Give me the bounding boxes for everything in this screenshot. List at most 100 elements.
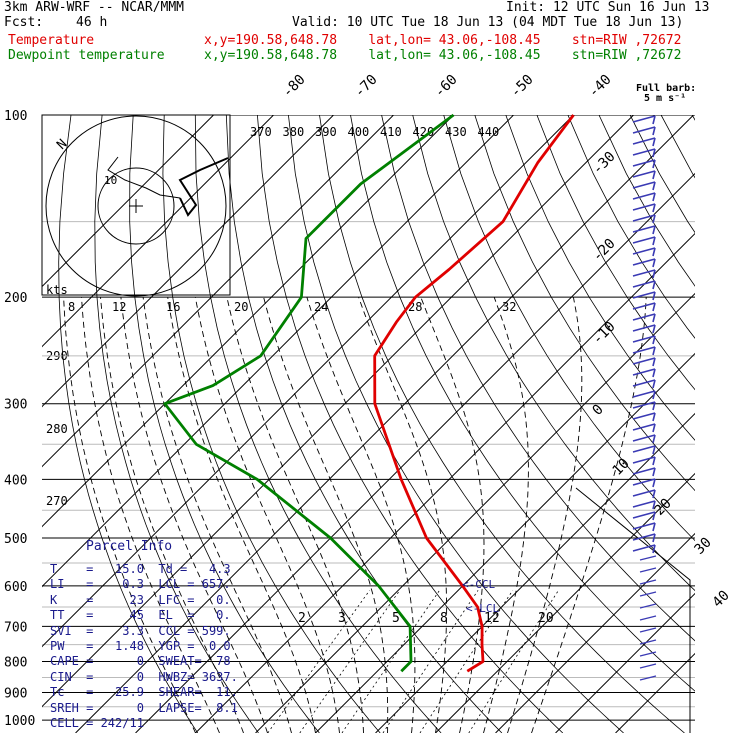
- dry-adiabat-line: [536, 115, 695, 391]
- isotherm-line: [42, 115, 214, 288]
- dry-adiabat-line: [412, 115, 695, 592]
- wind-barb-shaft: [632, 423, 656, 431]
- dry-adiabat-line: [691, 115, 695, 121]
- isotherm-line: [495, 532, 695, 733]
- parcel-info-title: Parcel Info: [86, 539, 173, 554]
- wind-barb-flag: [652, 159, 656, 169]
- moist-adiabat-line: [531, 297, 647, 733]
- wind-barb-flag: [652, 214, 656, 224]
- wind-barb-shaft: [632, 258, 656, 266]
- theta-tick-label: 400: [348, 125, 370, 139]
- theta-tick-label: 430: [445, 125, 467, 139]
- theta-tick-label: 390: [315, 125, 337, 139]
- wind-barb-flag: [652, 533, 656, 543]
- wind-barb-flag: [652, 181, 656, 191]
- theta-tick-label: 380: [283, 125, 305, 139]
- dry-adiabat-line: [94, 115, 259, 733]
- wind-barb-flag: [652, 269, 656, 279]
- wind-barb-flag: [652, 346, 656, 356]
- temperature-tick-label: -60: [432, 72, 461, 101]
- hodograph-units-label: kts: [46, 283, 68, 297]
- theta-e-tick-label: 12: [112, 300, 126, 314]
- parcel-info-row: K = 23 LFC = 0.: [50, 592, 231, 607]
- wind-barb-shaft: [632, 445, 656, 453]
- wind-barb-flag: [652, 236, 656, 246]
- wind-barb-shaft: [632, 478, 656, 486]
- wind-barb-shaft: [632, 247, 656, 255]
- wind-barb-shaft: [632, 137, 656, 145]
- moist-adiabat-line: [483, 297, 529, 733]
- theta-tick-label: 280: [46, 422, 68, 436]
- wind-barb-shaft: [632, 291, 656, 299]
- moist-adiabat-line: [100, 297, 244, 733]
- wind-barb-shaft: [632, 181, 656, 189]
- wind-barb-shaft: [639, 663, 657, 669]
- wind-barb-shaft: [639, 567, 657, 573]
- wind-barb-flag: [652, 335, 656, 345]
- dry-adiabat-line: [660, 115, 695, 179]
- forecast-hours: 46 h: [76, 15, 108, 30]
- temperature-tick-label: -50: [508, 72, 537, 101]
- isotherm-line: [75, 115, 694, 733]
- wind-barb-shaft: [632, 390, 656, 398]
- wind-barb-shaft: [632, 434, 656, 442]
- pressure-tick-label: 900: [4, 686, 27, 701]
- wind-barb-shaft: [632, 313, 656, 321]
- wind-barb-shaft: [632, 236, 656, 244]
- hodograph-ring: [97, 167, 175, 245]
- pressure-tick-label: 400: [4, 473, 27, 488]
- wind-barb-flag: [652, 445, 656, 455]
- wind-barb-shaft: [632, 522, 656, 530]
- temperature-profile: [373, 114, 575, 673]
- wind-barb-shaft: [632, 500, 656, 508]
- temperature-tick-label: -30: [590, 149, 619, 178]
- wind-barb-flag: [652, 203, 656, 213]
- temperature-tick-label: 40: [710, 588, 733, 611]
- wind-barb-shaft: [632, 269, 656, 277]
- wind-barb-flag: [652, 423, 656, 433]
- full-barb-label: Full barb:: [636, 83, 697, 94]
- moist-adiabat-line: [306, 297, 416, 733]
- isotherm-line: [42, 115, 514, 588]
- wind-barb-flag: [652, 247, 656, 257]
- wind-barb-flag: [652, 401, 656, 411]
- dry-adiabat-line: [288, 115, 624, 733]
- isotherm-line: [615, 652, 695, 733]
- wind-barb-flag: [652, 368, 656, 378]
- dry-adiabat-line: [381, 115, 695, 642]
- wind-barb-shaft: [632, 126, 656, 134]
- temperature-tick-label: -40: [586, 72, 615, 101]
- init-time: Init: 12 UTC Sun 16 Jun 13: [506, 0, 710, 15]
- wind-barb-shaft: [632, 412, 656, 420]
- dry-adiabat-line: [598, 115, 695, 287]
- temperature-tick-label: -80: [280, 72, 309, 101]
- valid-time: Valid: 10 UTC Tue 18 Jun 13 (04 MDT Tue …: [292, 15, 684, 30]
- pressure-tick-label: 200: [4, 291, 27, 306]
- model-title: 3km ARW-WRF -- NCAR/MMM: [4, 0, 185, 15]
- parcel-info-row: TT = 45 EL = 0.: [50, 608, 231, 623]
- wind-barb-flag: [652, 324, 656, 334]
- wind-barb-flag: [652, 192, 656, 202]
- theta-e-tick-label: 16: [166, 300, 180, 314]
- wind-barb-shaft: [639, 651, 657, 657]
- moist-adiabat-line: [507, 297, 583, 733]
- location-line-green: x,y=190.58,648.78 lat,lon= 43.06,-108.45…: [204, 48, 682, 63]
- lcl-marker: <-LCL: [466, 602, 499, 615]
- wind-barb-flag: [652, 544, 656, 554]
- wind-barb-flag: [652, 170, 656, 180]
- parcel-info-row: CAPE = 0 SWEAT= 78: [50, 654, 231, 669]
- theta-e-tick-label: 32: [502, 300, 516, 314]
- mixing-ratio-line: [299, 590, 401, 733]
- wind-barb-shaft: [632, 511, 656, 519]
- wind-barb-shaft: [632, 324, 656, 332]
- wind-barb-shaft: [632, 214, 656, 222]
- parcel-info-row: SREH = 0 LAPSE= 8.1: [50, 700, 238, 715]
- pressure-tick-label: 100: [4, 109, 27, 124]
- dry-adiabat-line: [194, 115, 442, 733]
- mixing-ratio-line: [341, 590, 440, 733]
- parcel-info-row: LI = 0.3 LCL = 657.: [50, 577, 231, 592]
- wind-barb-shaft: [632, 467, 656, 475]
- wind-barb-flag: [652, 302, 656, 312]
- isotherm-line: [42, 115, 394, 468]
- moist-adiabat-line: [194, 297, 340, 733]
